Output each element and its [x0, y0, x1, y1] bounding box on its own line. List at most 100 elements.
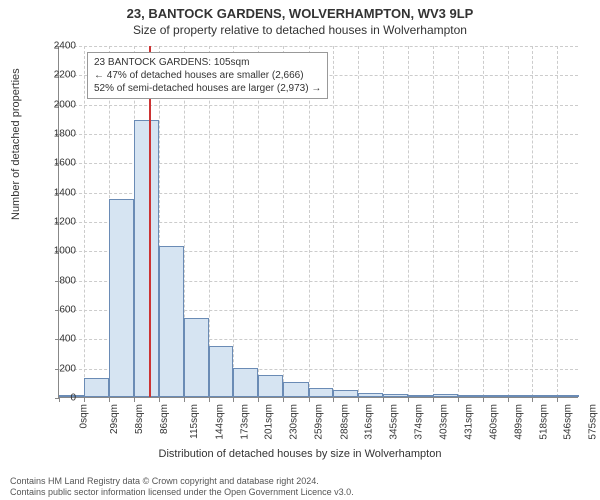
chart-subtitle: Size of property relative to detached ho… — [0, 21, 600, 37]
ytick-label: 1800 — [46, 129, 76, 140]
gridline-v — [508, 46, 509, 397]
histogram-bar — [283, 382, 308, 397]
xtick-mark — [283, 398, 284, 402]
histogram-bar — [209, 346, 233, 397]
xtick-label: 259sqm — [314, 404, 325, 440]
gridline-v — [408, 46, 409, 397]
xtick-mark — [333, 398, 334, 402]
histogram-bar — [383, 394, 408, 397]
histogram-bar — [258, 375, 283, 397]
xtick-mark — [383, 398, 384, 402]
gridline-v — [84, 46, 85, 397]
xtick-mark — [309, 398, 310, 402]
ytick-label: 2000 — [46, 99, 76, 110]
xtick-mark — [184, 398, 185, 402]
histogram-bar — [309, 388, 333, 397]
xtick-mark — [408, 398, 409, 402]
histogram-bar — [532, 395, 557, 397]
xtick-label: 575sqm — [588, 404, 599, 440]
ytick-label: 2200 — [46, 70, 76, 81]
xtick-mark — [358, 398, 359, 402]
histogram-bar — [557, 395, 579, 397]
xtick-label: 374sqm — [414, 404, 425, 440]
xtick-label: 230sqm — [289, 404, 300, 440]
xtick-label: 86sqm — [159, 404, 170, 434]
xtick-label: 518sqm — [539, 404, 550, 440]
xtick-mark — [84, 398, 85, 402]
ytick-label: 1600 — [46, 158, 76, 169]
gridline-v — [483, 46, 484, 397]
xtick-label: 489sqm — [513, 404, 524, 440]
gridline-v — [358, 46, 359, 397]
footer-line-1: Contains HM Land Registry data © Crown c… — [10, 476, 354, 487]
xtick-mark — [532, 398, 533, 402]
histogram-bar — [159, 246, 184, 397]
histogram-bar — [184, 318, 209, 397]
ytick-label: 200 — [46, 363, 76, 374]
ytick-label: 2400 — [46, 41, 76, 52]
ytick-label: 400 — [46, 334, 76, 345]
xtick-mark — [258, 398, 259, 402]
xtick-label: 144sqm — [214, 404, 225, 440]
histogram-bar — [84, 378, 109, 397]
xtick-label: 29sqm — [109, 404, 120, 434]
xtick-label: 431sqm — [463, 404, 474, 440]
histogram-bar — [508, 395, 532, 397]
xtick-mark — [209, 398, 210, 402]
histogram-bar — [109, 199, 133, 397]
xtick-label: 58sqm — [134, 404, 145, 434]
xtick-label: 460sqm — [488, 404, 499, 440]
xtick-mark — [233, 398, 234, 402]
gridline-v — [532, 46, 533, 397]
histogram-bar — [358, 393, 383, 397]
xtick-label: 0sqm — [78, 404, 89, 428]
gridline-h — [59, 105, 578, 106]
xtick-mark — [433, 398, 434, 402]
xtick-mark — [134, 398, 135, 402]
xtick-mark — [557, 398, 558, 402]
ytick-label: 600 — [46, 305, 76, 316]
xtick-label: 201sqm — [264, 404, 275, 440]
xtick-mark — [159, 398, 160, 402]
ytick-label: 0 — [46, 393, 76, 404]
gridline-h — [59, 46, 578, 47]
xtick-mark — [508, 398, 509, 402]
histogram-bar — [134, 120, 159, 397]
gridline-v — [433, 46, 434, 397]
info-box-line: 52% of semi-detached houses are larger (… — [94, 82, 321, 95]
info-box-line: ← 47% of detached houses are smaller (2,… — [94, 69, 321, 82]
gridline-v — [333, 46, 334, 397]
gridline-v — [458, 46, 459, 397]
xtick-label: 316sqm — [363, 404, 374, 440]
attribution-footer: Contains HM Land Registry data © Crown c… — [10, 476, 354, 498]
info-box: 23 BANTOCK GARDENS: 105sqm← 47% of detac… — [87, 52, 328, 99]
gridline-v — [383, 46, 384, 397]
ytick-label: 1000 — [46, 246, 76, 257]
y-axis-label: Number of detached properties — [10, 68, 22, 220]
histogram-bar — [458, 395, 483, 397]
info-box-line: 23 BANTOCK GARDENS: 105sqm — [94, 56, 321, 69]
histogram-bar — [483, 395, 508, 397]
xtick-label: 345sqm — [389, 404, 400, 440]
xtick-mark — [483, 398, 484, 402]
histogram-bar — [333, 390, 358, 397]
xtick-label: 173sqm — [240, 404, 251, 440]
chart-title: 23, BANTOCK GARDENS, WOLVERHAMPTON, WV3 … — [0, 0, 600, 21]
ytick-label: 800 — [46, 275, 76, 286]
histogram-bar — [433, 394, 458, 397]
xtick-label: 288sqm — [339, 404, 350, 440]
histogram-bar — [408, 395, 432, 397]
xtick-label: 115sqm — [189, 404, 200, 439]
xtick-label: 403sqm — [439, 404, 450, 440]
x-axis-label: Distribution of detached houses by size … — [0, 448, 600, 460]
footer-line-2: Contains public sector information licen… — [10, 487, 354, 498]
gridline-v — [557, 46, 558, 397]
xtick-mark — [109, 398, 110, 402]
xtick-label: 546sqm — [563, 404, 574, 440]
histogram-bar — [233, 368, 258, 397]
ytick-label: 1200 — [46, 217, 76, 228]
xtick-mark — [458, 398, 459, 402]
ytick-label: 1400 — [46, 187, 76, 198]
plot-area: 23 BANTOCK GARDENS: 105sqm← 47% of detac… — [58, 46, 578, 398]
chart-container: 23, BANTOCK GARDENS, WOLVERHAMPTON, WV3 … — [0, 0, 600, 500]
